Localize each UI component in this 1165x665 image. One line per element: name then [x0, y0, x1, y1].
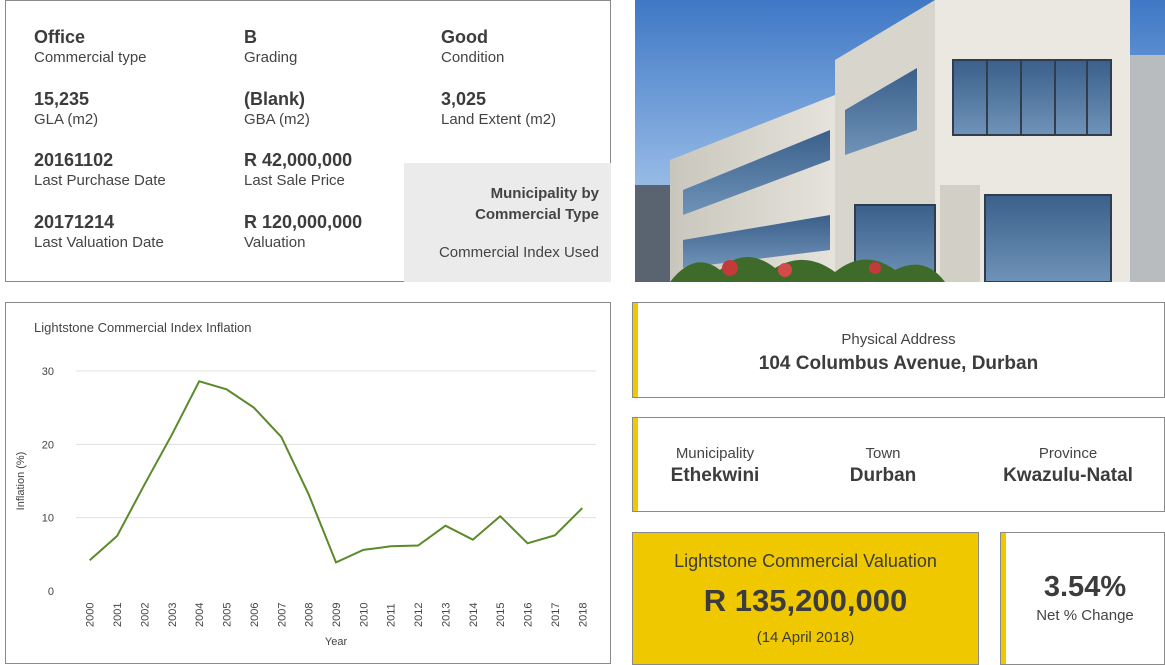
grading-field: B Grading: [244, 26, 297, 67]
municipality-field: Municipality Ethekwini: [657, 444, 773, 488]
accent-bar: [633, 418, 638, 511]
building-image: [635, 0, 1165, 282]
last-valuation-date-label: Last Valuation Date: [34, 234, 164, 251]
last-purchase-date-field: 20161102 Last Purchase Date: [34, 149, 166, 190]
gla-field: 15,235 GLA (m2): [34, 88, 98, 129]
province-field: Province Kwazulu-Natal: [993, 444, 1143, 488]
property-photo: [635, 0, 1165, 282]
accent-bar: [633, 303, 638, 397]
address-label: Physical Address: [841, 331, 956, 348]
x-tick-label: 2009: [331, 603, 343, 627]
x-tick-label: 2008: [304, 603, 316, 627]
x-tick-label: 2015: [495, 603, 507, 627]
last-sale-price-label: Last Sale Price: [244, 172, 345, 189]
land-extent-label: Land Extent (m2): [441, 111, 557, 128]
gba-field: (Blank) GBA (m2): [244, 88, 310, 129]
x-tick-label: 2013: [440, 603, 452, 627]
province-value: Kwazulu-Natal: [1003, 465, 1133, 486]
town-label: Town: [865, 445, 901, 462]
valuation-label: Valuation: [244, 234, 306, 251]
commercial-index-box: Municipality by Commercial Type Commerci…: [404, 163, 611, 282]
property-details-card: Office Commercial type B Grading Good Co…: [5, 0, 611, 282]
valuation-value: R 120,000,000: [244, 212, 363, 232]
last-valuation-date-value: 20171214: [34, 212, 115, 232]
x-tick-label: 2006: [249, 603, 261, 627]
town-field: Town Durban: [833, 444, 933, 488]
x-axis-label: Year: [325, 636, 348, 648]
valuation-date: (14 April 2018): [756, 629, 855, 646]
x-tick-label: 2012: [413, 603, 425, 627]
net-change-value: 3.54%: [1043, 571, 1127, 603]
last-sale-price-value: R 42,000,000: [244, 150, 353, 170]
physical-address-card: Physical Address 104 Columbus Avenue, Du…: [632, 302, 1165, 398]
x-tick-label: 2003: [167, 603, 179, 627]
inflation-series-line: [89, 380, 584, 564]
x-tick-label: 2000: [85, 603, 97, 627]
land-extent-value: 3,025: [441, 89, 487, 109]
net-change-label: Net % Change: [1036, 607, 1134, 624]
y-tick-label: 20: [42, 439, 54, 451]
x-tick-label: 2017: [550, 603, 562, 627]
y-axis-label: Inflation (%): [15, 452, 27, 511]
x-axis-ticks: 2000 2001 2002 2003 2004 2005 2006 2007 2008 2009…: [85, 603, 590, 627]
last-purchase-date-label: Last Purchase Date: [34, 172, 166, 189]
chart-grid: [76, 370, 596, 519]
y-tick-label: 10: [42, 513, 54, 525]
x-tick-label: 2005: [222, 603, 234, 627]
land-extent-field: 3,025 Land Extent (m2): [441, 88, 556, 129]
net-change-card: 3.54% Net % Change: [1000, 532, 1165, 665]
gba-label: GBA (m2): [244, 111, 310, 128]
inflation-line-chart: 0 10 20 30 2000 2001 2002 2003 2004 2005 2006 2007…: [15, 366, 596, 648]
commercial-type-field: Office Commercial type: [34, 26, 147, 67]
gba-value: (Blank): [244, 89, 306, 109]
commercial-type-value: Office: [34, 27, 86, 47]
location-card: Municipality Ethekwini Town Durban Provi…: [632, 417, 1165, 512]
last-sale-price-field: R 42,000,000 Last Sale Price: [244, 149, 352, 190]
x-tick-label: 2010: [358, 603, 370, 627]
commercial-index-title-line2: Commercial Type: [475, 206, 599, 223]
y-axis-ticks: 0 10 20 30: [42, 366, 54, 598]
municipality-value: Ethekwini: [670, 465, 760, 486]
y-tick-label: 0: [48, 586, 54, 598]
province-label: Province: [1038, 445, 1098, 462]
commercial-type-label: Commercial type: [34, 49, 147, 66]
condition-value: Good: [441, 27, 488, 47]
x-tick-label: 2016: [523, 603, 535, 627]
address-value: 104 Columbus Avenue, Durban: [758, 353, 1039, 374]
x-tick-label: 2007: [276, 603, 288, 627]
valuation-amount: R 135,200,000: [703, 583, 908, 618]
x-tick-label: 2002: [139, 603, 151, 627]
inflation-chart-card: Lightstone Commercial Index Inflation 0 1…: [5, 302, 611, 664]
chart-title: Lightstone Commercial Index Inflation: [34, 320, 252, 335]
commercial-index-title: Municipality by Commercial Type: [475, 183, 599, 225]
gla-value: 15,235: [34, 89, 90, 109]
y-tick-label: 30: [42, 366, 54, 378]
commercial-valuation-card: Lightstone Commercial Valuation R 135,20…: [632, 532, 979, 665]
gla-label: GLA (m2): [34, 111, 99, 128]
condition-label: Condition: [441, 49, 505, 66]
condition-field: Good Condition: [441, 26, 504, 67]
municipality-label: Municipality: [675, 445, 755, 462]
x-tick-label: 2014: [468, 603, 480, 627]
grading-value: B: [244, 27, 257, 47]
x-tick-label: 2004: [194, 603, 206, 627]
valuation-title: Lightstone Commercial Valuation: [674, 551, 937, 571]
commercial-index-title-line1: Municipality by: [490, 185, 599, 202]
x-tick-label: 2018: [577, 603, 589, 627]
accent-bar: [1001, 533, 1006, 664]
commercial-index-subtitle: Commercial Index Used: [438, 244, 599, 261]
valuation-field: R 120,000,000 Valuation: [244, 211, 362, 252]
last-purchase-date-value: 20161102: [34, 150, 114, 170]
x-tick-label: 2011: [386, 603, 398, 627]
town-value: Durban: [849, 465, 917, 486]
grading-label: Grading: [244, 49, 298, 66]
last-valuation-date-field: 20171214 Last Valuation Date: [34, 211, 164, 252]
x-tick-label: 2001: [112, 603, 124, 627]
